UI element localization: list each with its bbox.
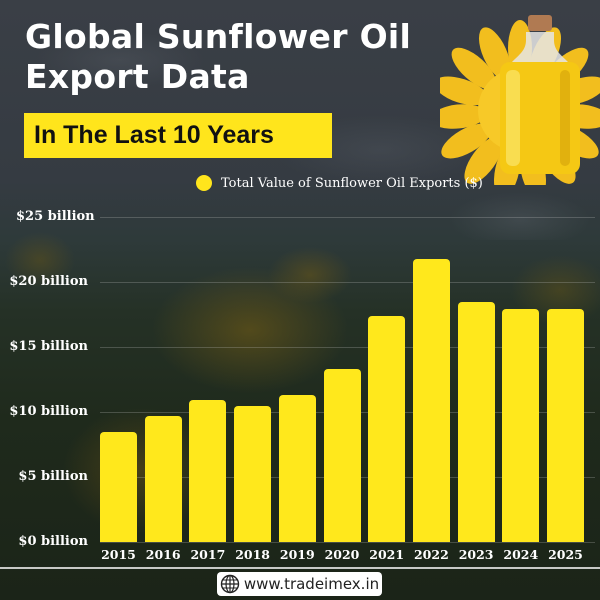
website-link[interactable]: www.tradeimex.in: [217, 572, 382, 596]
bar-2024: [502, 309, 540, 542]
bar-2021: [368, 315, 406, 542]
chart-legend: Total Value of Sunflower Oil Exports ($): [196, 175, 483, 191]
gridline-15: [100, 347, 595, 348]
y-tick-5: $5 billion: [18, 469, 88, 484]
legend-label: Total Value of Sunflower Oil Exports ($): [221, 175, 483, 191]
y-tick-20: $20 billion: [9, 274, 88, 289]
x-tick-2018: 2018: [235, 547, 270, 562]
x-tick-2016: 2016: [145, 547, 181, 562]
x-tick-2020: 2020: [324, 547, 360, 562]
x-tick-2017: 2017: [190, 547, 226, 562]
x-tick-2025: 2025: [548, 547, 583, 562]
x-tick-2015: 2015: [101, 547, 136, 562]
bar-2025: [547, 309, 584, 542]
subtitle-banner: In The Last 10 Years: [24, 113, 332, 158]
bar-2016: [144, 415, 182, 542]
x-tick-2019: 2019: [279, 547, 315, 562]
x-tick-2024: 2024: [503, 547, 539, 562]
y-tick-0: $0 billion: [18, 534, 88, 549]
x-tick-2023: 2023: [458, 547, 494, 562]
title-line-2: Export Data: [25, 57, 250, 96]
sunflower-oil-bottle-icon: [440, 15, 600, 185]
gridline-25: [100, 217, 595, 218]
gridline-0: [100, 542, 595, 543]
page-title: Global Sunflower Oil Export Data: [25, 17, 411, 97]
bar-2023: [457, 301, 495, 542]
website-url: www.tradeimex.in: [243, 575, 380, 593]
bar-2017: [189, 400, 227, 542]
bar-2019: [278, 395, 316, 542]
bar-2018: [234, 405, 272, 542]
bar-2020: [323, 369, 361, 542]
x-tick-2021: 2021: [369, 547, 405, 562]
globe-icon: [220, 574, 240, 594]
x-tick-2022: 2022: [413, 547, 449, 562]
y-tick-15: $15 billion: [9, 339, 88, 354]
title-line-1: Global Sunflower Oil: [25, 17, 412, 56]
y-tick-25: $25 billion: [16, 209, 95, 224]
gridline-20: [100, 282, 595, 283]
footer-divider: [0, 567, 600, 569]
y-tick-10: $10 billion: [9, 404, 88, 419]
legend-swatch: [196, 175, 212, 191]
bar-2022: [412, 258, 450, 542]
bar-2015: [100, 431, 137, 542]
